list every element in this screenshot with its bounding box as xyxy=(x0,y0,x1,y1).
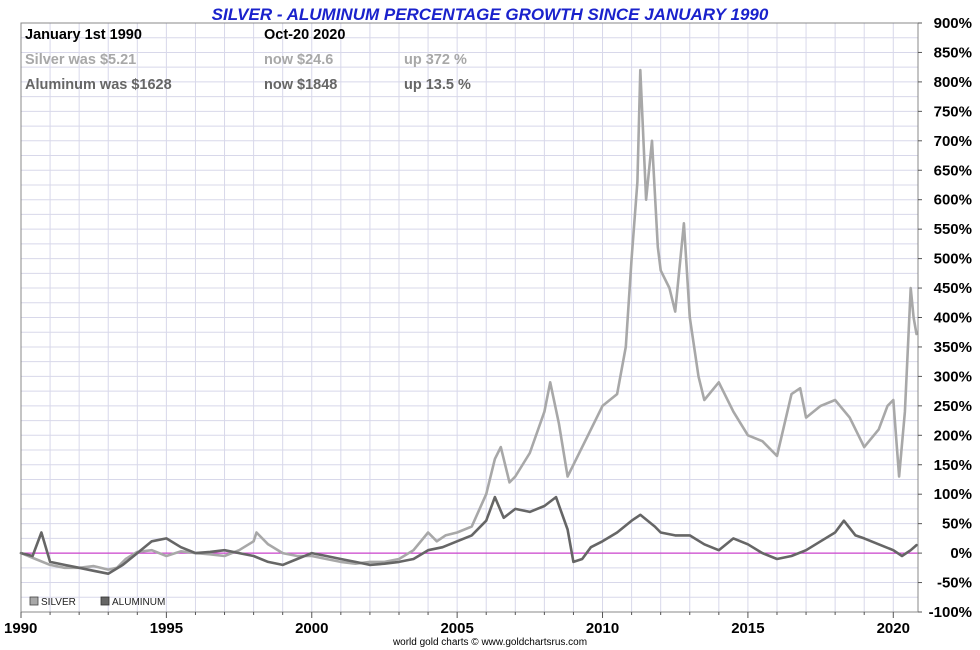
y-tick-label: 450% xyxy=(934,280,972,297)
y-tick-label: 500% xyxy=(934,251,972,268)
y-tick-label: 800% xyxy=(934,74,972,91)
series-line-silver xyxy=(19,68,918,571)
info-aluminum-up: up 13.5 % xyxy=(404,77,471,93)
y-tick-label: 200% xyxy=(934,427,972,444)
grid xyxy=(20,22,918,613)
x-tick-label: 2005 xyxy=(440,620,473,637)
info-silver-up: up 372 % xyxy=(404,52,467,68)
info-silver-now: now $24.6 xyxy=(264,52,333,68)
y-tick-label: 50% xyxy=(942,516,972,533)
x-axis-ticks: 1990 1995 2000 2005 2010 2015 2020 xyxy=(4,612,910,637)
y-tick-label: 250% xyxy=(934,398,972,415)
legend-label-aluminum: ALUMINUM xyxy=(112,597,165,608)
y-tick-label: 350% xyxy=(934,339,972,356)
y-tick-label: 400% xyxy=(934,310,972,327)
y-tick-label: -100% xyxy=(929,604,972,621)
info-block: January 1st 1990 Oct-20 2020 Silver was … xyxy=(25,27,471,93)
y-tick-label: -50% xyxy=(937,575,972,592)
y-tick-label: 700% xyxy=(934,133,972,150)
y-tick-label: 850% xyxy=(934,44,972,61)
chart-title: SILVER - ALUMINUM PERCENTAGE GROWTH SINC… xyxy=(212,5,769,24)
legend-label-silver: SILVER xyxy=(41,597,76,608)
legend: SILVER ALUMINUM xyxy=(29,596,165,608)
y-tick-label: 0% xyxy=(950,545,972,562)
x-tick-label: 2015 xyxy=(731,620,764,637)
info-start-label: January 1st 1990 xyxy=(25,27,142,43)
x-tick-label: 1990 xyxy=(4,620,37,637)
y-tick-label: 750% xyxy=(934,103,972,120)
info-end-label: Oct-20 2020 xyxy=(264,27,345,43)
info-aluminum-was: Aluminum was $1628 xyxy=(25,77,172,93)
info-silver-was: Silver was $5.21 xyxy=(25,52,136,68)
legend-swatch-aluminum xyxy=(100,596,110,606)
x-tick-label: 1995 xyxy=(150,620,183,637)
x-tick-label: 2020 xyxy=(877,620,910,637)
legend-swatch-silver xyxy=(29,596,39,606)
y-tick-label: 650% xyxy=(934,162,972,179)
y-tick-label: 550% xyxy=(934,221,972,238)
y-tick-label: 300% xyxy=(934,368,972,385)
x-tick-label: 2000 xyxy=(295,620,328,637)
info-aluminum-now: now $1848 xyxy=(264,77,337,93)
chart-credit: world gold charts © www.goldchartsrus.co… xyxy=(392,637,587,648)
y-tick-label: 100% xyxy=(934,486,972,503)
series-line-aluminum xyxy=(19,495,918,576)
y-axis-ticks: -100% -50% 0% 50% 100% 150% 200% 250% 300% 350% 40… xyxy=(918,15,972,621)
y-tick-label: 600% xyxy=(934,192,972,209)
series-layer xyxy=(19,68,918,576)
y-tick-label: 900% xyxy=(934,15,972,32)
x-tick-label: 2010 xyxy=(586,620,619,637)
y-tick-label: 150% xyxy=(934,457,972,474)
